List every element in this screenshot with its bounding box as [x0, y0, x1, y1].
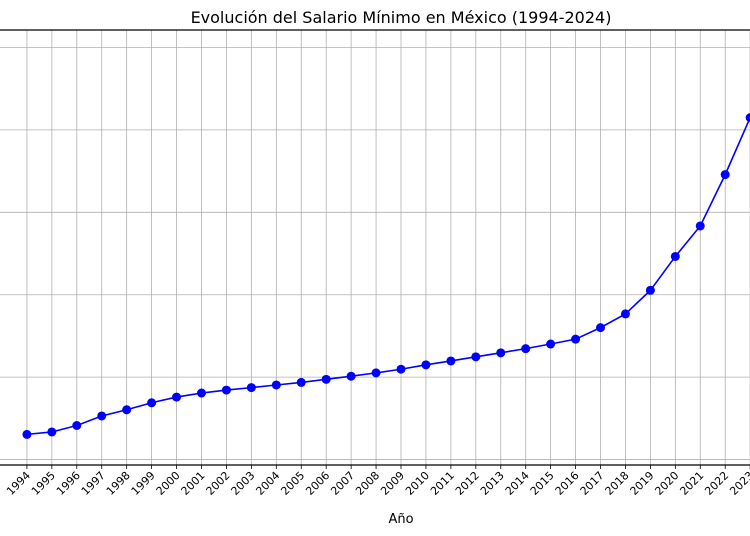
- x-tick-label: 2011: [428, 469, 457, 498]
- data-point-2001: [196, 388, 206, 398]
- x-tick-label: 2012: [453, 469, 482, 498]
- data-point-1995: [47, 427, 57, 437]
- data-point-2014: [521, 344, 531, 354]
- data-point-2017: [596, 323, 606, 333]
- data-point-2016: [571, 334, 581, 344]
- data-point-1996: [72, 421, 82, 431]
- data-point-2005: [296, 377, 306, 387]
- x-tick-label: 2013: [478, 469, 507, 498]
- x-tick-label: 2000: [154, 469, 183, 498]
- data-point-2011: [446, 356, 456, 366]
- x-tick-label: 2006: [303, 469, 332, 498]
- x-tick-label: 2003: [228, 469, 257, 498]
- x-axis-label: Año: [388, 512, 413, 527]
- data-point-2018: [620, 309, 630, 319]
- data-point-2021: [695, 221, 705, 231]
- x-tick-label: 2019: [628, 469, 657, 498]
- data-point-2012: [471, 352, 481, 362]
- x-tick-label: 2020: [652, 469, 681, 498]
- data-line: [26, 115, 750, 436]
- data-point-1997: [97, 411, 107, 421]
- data-point-2008: [371, 368, 381, 378]
- x-tick-label: 1997: [79, 469, 108, 498]
- data-point-2010: [421, 360, 431, 370]
- data-point-2022: [720, 170, 730, 180]
- data-point-2002: [221, 385, 231, 395]
- x-tick-label: 2002: [204, 469, 233, 498]
- x-tick-label: 1994: [4, 469, 33, 498]
- x-tick-label: 2004: [253, 469, 282, 498]
- x-tick-label: 2009: [378, 469, 407, 498]
- data-point-2020: [670, 251, 680, 261]
- data-point-2019: [645, 285, 655, 295]
- x-tick-label: 1996: [54, 469, 83, 498]
- data-point-2015: [546, 339, 556, 349]
- x-tick-label: 2018: [603, 469, 632, 498]
- data-point-2013: [496, 348, 506, 358]
- data-point-2009: [396, 364, 406, 374]
- data-point-1998: [122, 405, 132, 415]
- data-point-2023: [745, 113, 750, 123]
- x-tick-label: 2016: [553, 469, 582, 498]
- x-tick-label: 2014: [503, 469, 532, 498]
- grid: [0, 30, 750, 465]
- x-tick-label: 1998: [104, 469, 133, 498]
- x-tick-label: 1999: [129, 469, 158, 498]
- chart-title: Evolución del Salario Mínimo en México (…: [191, 8, 612, 27]
- series-line: [22, 113, 750, 439]
- x-axis-ticks: 1994199519961997199819992000200120022003…: [4, 465, 750, 498]
- data-point-2006: [321, 374, 331, 384]
- data-point-2000: [172, 392, 182, 402]
- data-point-1999: [147, 398, 157, 408]
- x-tick-label: 2017: [578, 469, 607, 498]
- data-point-2004: [271, 380, 281, 390]
- x-tick-label: 2022: [702, 469, 731, 498]
- data-point-1994: [22, 429, 32, 439]
- x-tick-label: 2008: [353, 469, 382, 498]
- data-point-2007: [346, 371, 356, 381]
- x-tick-label: 1995: [29, 469, 58, 498]
- x-tick-label: 2005: [278, 469, 307, 498]
- x-tick-label: 2010: [403, 469, 432, 498]
- x-tick-label: 2021: [677, 469, 706, 498]
- x-tick-label: 2023: [727, 469, 750, 498]
- x-tick-label: 2015: [528, 469, 557, 498]
- data-point-2003: [246, 383, 256, 393]
- x-tick-label: 2007: [328, 469, 357, 498]
- x-tick-label: 2001: [179, 469, 208, 498]
